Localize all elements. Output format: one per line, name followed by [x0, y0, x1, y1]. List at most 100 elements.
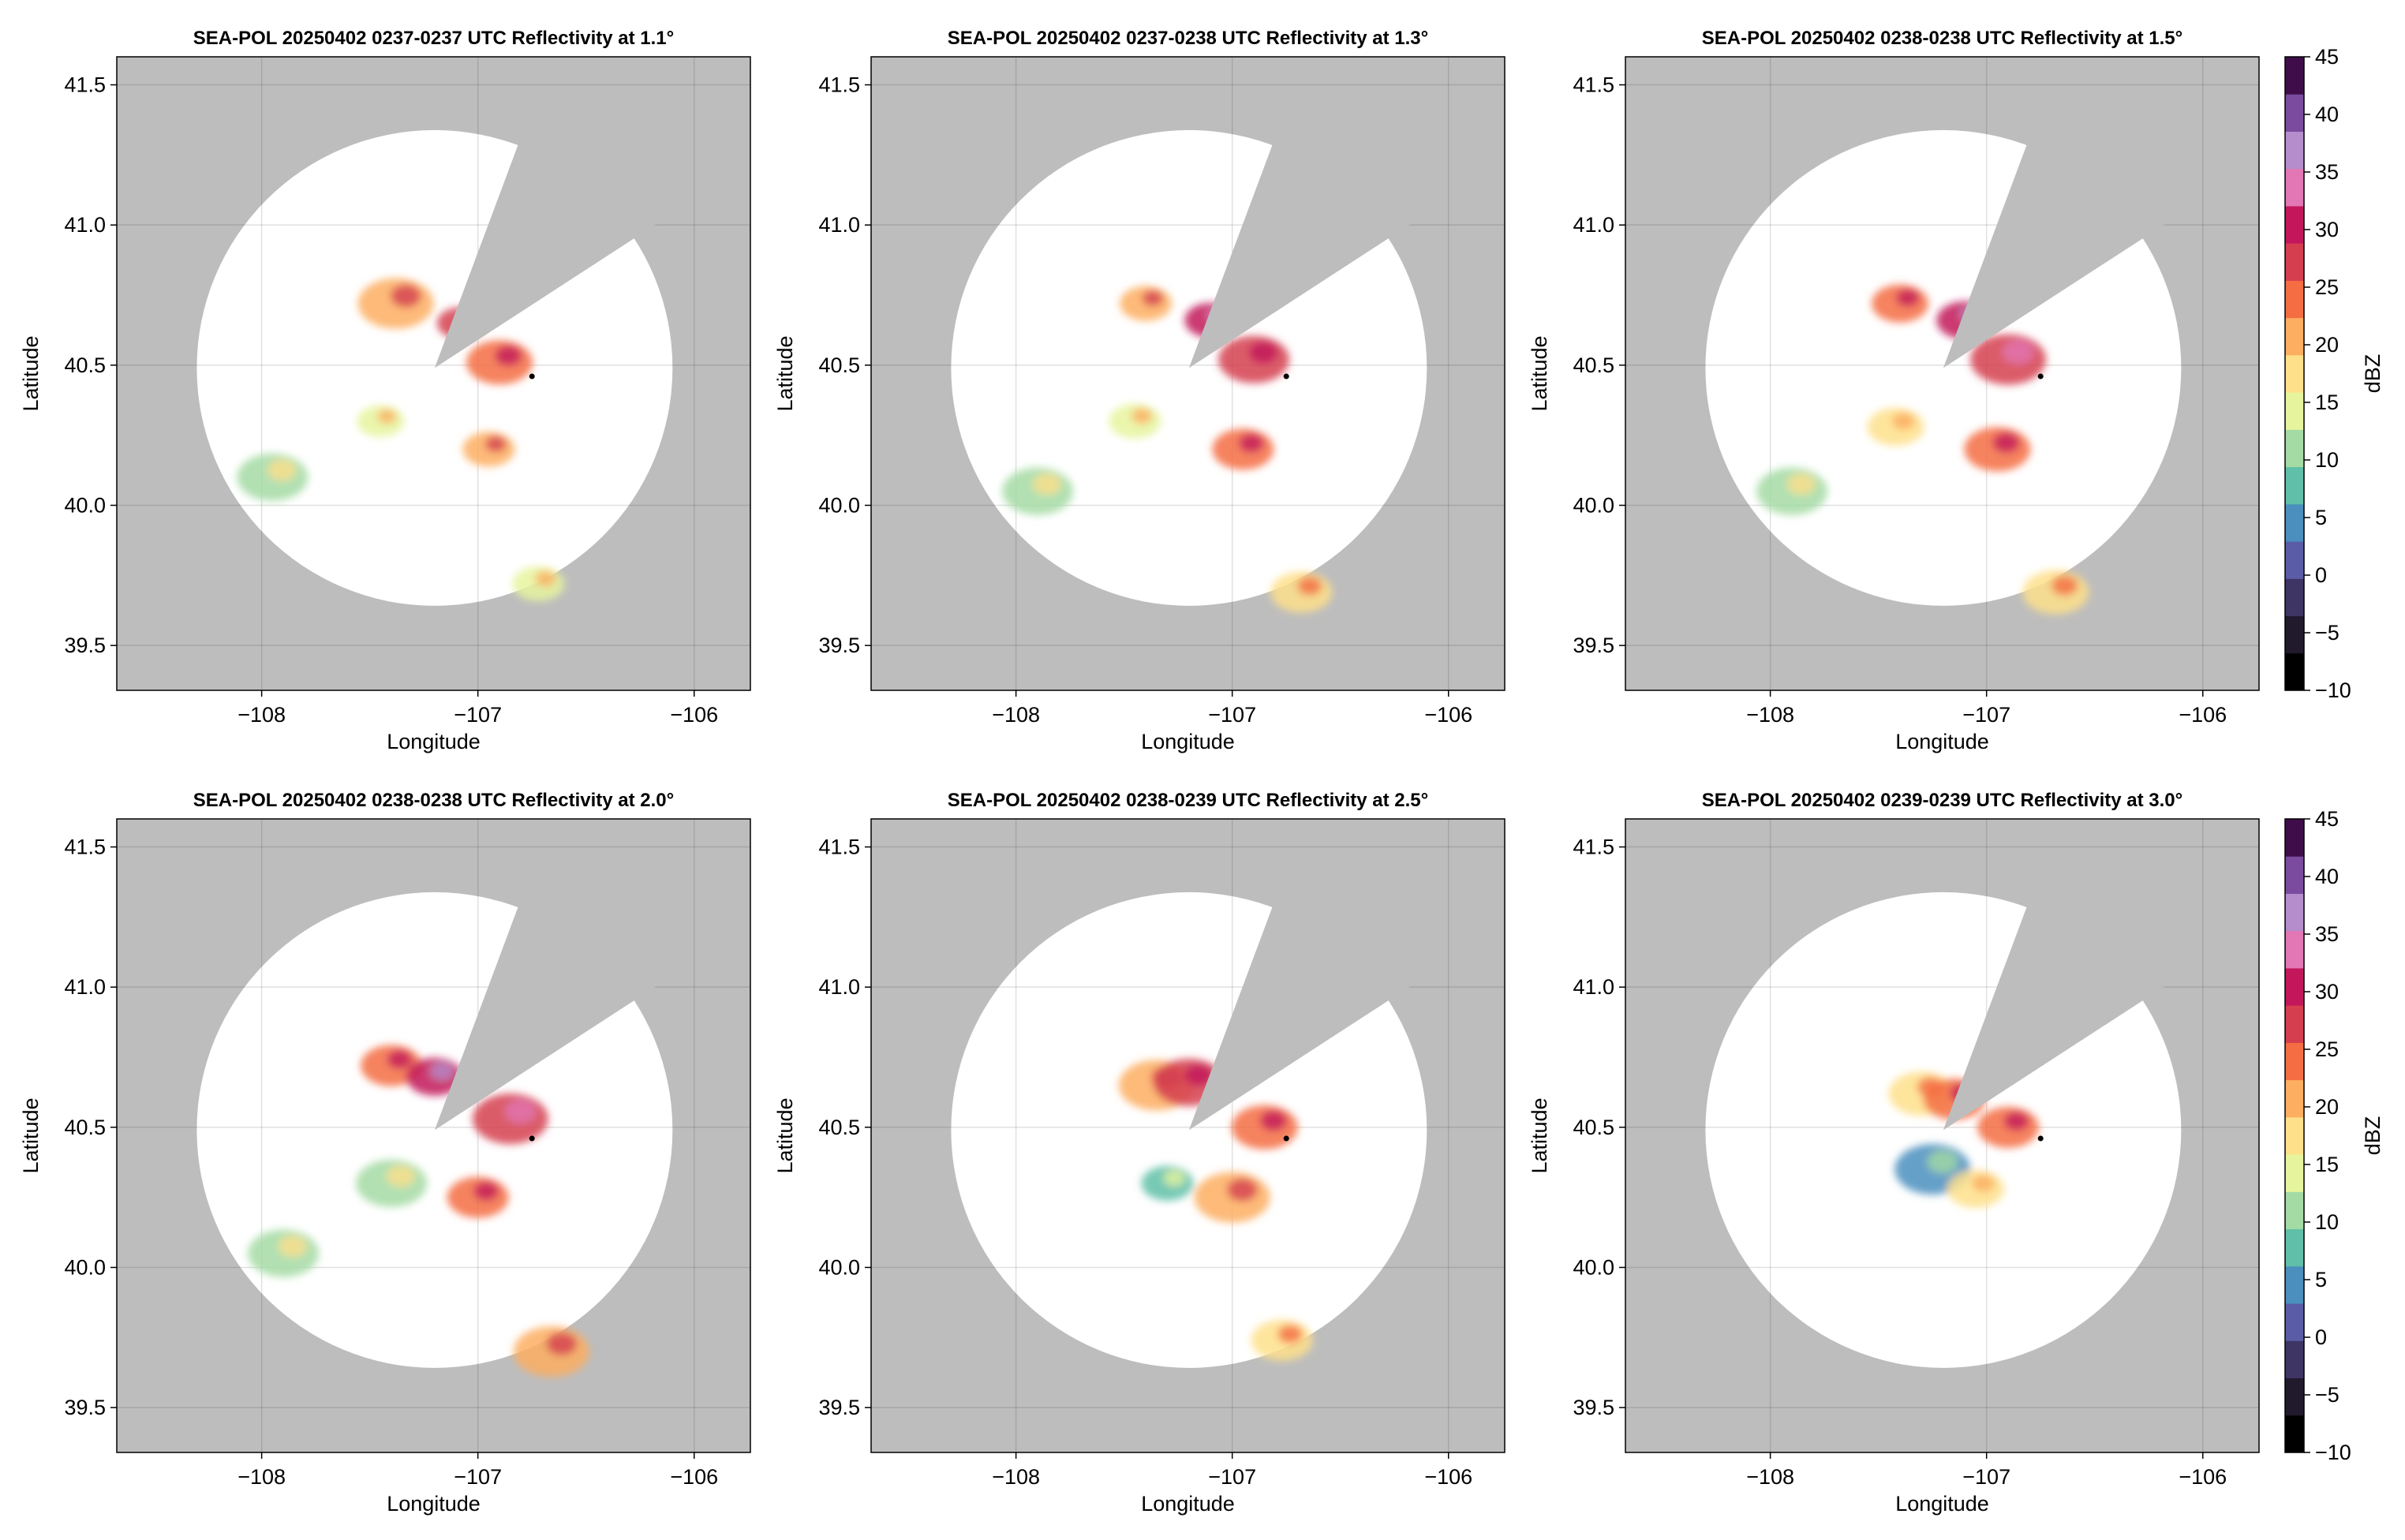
- site-marker: [2037, 373, 2044, 379]
- panel-title: SEA-POL 20250402 0237-0238 UTC Reflectiv…: [948, 28, 1428, 49]
- y-axis-label: Latitude: [19, 1097, 43, 1173]
- echo-core: [1891, 413, 1915, 430]
- blocked-sector: [434, 862, 675, 1131]
- colorbar-tick-label: 10: [2315, 1210, 2339, 1234]
- echo-core: [1927, 1150, 1958, 1173]
- colorbar-label: dBZ: [2361, 354, 2384, 394]
- colorbar-segment: [2285, 354, 2304, 393]
- colorbar-segment: [2285, 856, 2304, 894]
- y-tick-label: 39.5: [64, 1396, 106, 1419]
- colorbar-tick-label: 45: [2315, 807, 2339, 831]
- x-tick-label: −106: [2179, 1465, 2227, 1489]
- colorbar-segment: [2285, 280, 2304, 319]
- colorbar-1: 45 40 35 30 25 20 15 10 5 0 −5 −10 dBZ: [2284, 45, 2384, 702]
- x-axis-label: Longitude: [387, 730, 481, 753]
- echo-core: [505, 1100, 536, 1123]
- y-tick-label: 40.0: [1573, 493, 1614, 517]
- x-tick-label: −108: [238, 703, 286, 727]
- y-tick-label: 41.5: [1573, 835, 1614, 859]
- colorbar-segment: [2285, 1116, 2304, 1155]
- x-tick-label: −106: [670, 1465, 718, 1489]
- y-tick-label: 41.5: [64, 73, 106, 97]
- panel-title: SEA-POL 20250402 0238-0238 UTC Reflectiv…: [1702, 28, 2182, 49]
- colorbar-tick-label: 35: [2315, 160, 2339, 184]
- echo-core: [1896, 289, 1920, 307]
- x-axis-label: Longitude: [1141, 1492, 1235, 1516]
- colorbar-segment: [2285, 503, 2304, 542]
- echo-core: [1992, 432, 2020, 453]
- colorbar-segment: [2285, 131, 2304, 170]
- colorbar-tick-label: 0: [2315, 1325, 2327, 1349]
- colorbar-tick-label: −5: [2315, 1383, 2340, 1407]
- colorbar-tick-label: 35: [2315, 922, 2339, 946]
- x-tick-label: −108: [992, 1465, 1040, 1489]
- y-tick-label: 41.5: [64, 835, 106, 859]
- colorbar-frame: [2284, 818, 2305, 1453]
- blocked-sector: [1943, 100, 2183, 368]
- echo-core: [1227, 1178, 1258, 1202]
- colorbar-segment: [2285, 168, 2304, 207]
- x-tick-label: −107: [1208, 1465, 1256, 1489]
- radar-panel-4: −108 −107 −106 39.5 40.0 40.5 41.0 41.5 SEA-POL …: [19, 790, 751, 1516]
- y-tick-label: 41.0: [64, 213, 106, 237]
- colorbar-segment: [2285, 1415, 2304, 1453]
- colorbar-segment: [2285, 967, 2304, 1006]
- colorbar-tick-label: −5: [2315, 621, 2340, 645]
- blocked-sector: [1188, 100, 1429, 368]
- colorbar-tick-label: 25: [2315, 1037, 2339, 1061]
- colorbar-label: dBZ: [2361, 1116, 2384, 1156]
- y-tick-label: 41.0: [818, 975, 860, 999]
- y-axis-label: Latitude: [1528, 1097, 1551, 1173]
- colorbar-tick-label: 5: [2315, 1268, 2327, 1291]
- echo-core: [1164, 1170, 1185, 1187]
- y-tick-label: 39.5: [1573, 634, 1614, 657]
- colorbar-segment: [2285, 1265, 2304, 1304]
- site-marker: [529, 1135, 535, 1142]
- panel-title: SEA-POL 20250402 0238-0238 UTC Reflectiv…: [193, 790, 674, 811]
- echo-core: [1131, 408, 1153, 424]
- colorbar-segment: [2285, 205, 2304, 244]
- y-tick-label: 40.0: [64, 493, 106, 517]
- colorbar-tick-label: 15: [2315, 1153, 2339, 1176]
- colorbar-segment: [2285, 1154, 2304, 1192]
- y-tick-label: 39.5: [1573, 1396, 1614, 1419]
- colorbar-segment: [2285, 392, 2304, 430]
- colorbar-segment: [2285, 1042, 2304, 1081]
- colorbar-segment: [2285, 1377, 2304, 1416]
- colorbar-segment: [2285, 541, 2304, 579]
- echo-core: [2003, 1112, 2029, 1131]
- y-tick-label: 39.5: [64, 634, 106, 657]
- x-axis-label: Longitude: [1895, 1492, 1989, 1516]
- site-marker: [1283, 1135, 1289, 1142]
- site-marker: [2037, 1135, 2044, 1142]
- y-tick-label: 41.0: [1573, 213, 1614, 237]
- axes-frame: [1625, 56, 2260, 691]
- site-marker: [1283, 373, 1289, 379]
- colorbar-tick-label: −10: [2315, 1441, 2351, 1464]
- x-tick-label: −107: [1962, 703, 2010, 727]
- x-tick-label: −107: [1208, 703, 1256, 727]
- echo-core: [1033, 473, 1062, 495]
- echo-core: [535, 570, 556, 587]
- panel-title: SEA-POL 20250402 0237-0237 UTC Reflectiv…: [193, 28, 674, 49]
- y-axis-label: Latitude: [773, 335, 797, 411]
- y-tick-label: 40.5: [818, 353, 860, 377]
- echo-core: [2003, 340, 2034, 364]
- y-axis-label: Latitude: [1528, 335, 1551, 411]
- colorbar-tick-label: 30: [2315, 980, 2339, 1004]
- y-tick-label: 41.0: [818, 213, 860, 237]
- colorbar-tick-label: 10: [2315, 448, 2339, 472]
- axes-frame: [870, 56, 1505, 691]
- colorbar-segment: [2285, 1303, 2304, 1341]
- echo-core: [1184, 1064, 1213, 1086]
- x-tick-label: −106: [1424, 1465, 1472, 1489]
- y-tick-label: 40.0: [64, 1255, 106, 1279]
- y-tick-label: 41.5: [818, 73, 860, 97]
- echo-core: [546, 1333, 577, 1355]
- echo-core: [431, 1062, 454, 1080]
- y-tick-label: 40.5: [64, 1116, 106, 1139]
- radar-panel-1: −108 −107 −106 39.5 40.0 40.5 41.0 41.5 SEA-POL …: [19, 28, 751, 753]
- colorbar-tick-label: 15: [2315, 391, 2339, 414]
- y-axis-label: Latitude: [19, 335, 43, 411]
